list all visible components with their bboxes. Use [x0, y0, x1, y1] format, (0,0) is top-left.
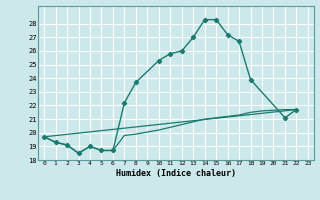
X-axis label: Humidex (Indice chaleur): Humidex (Indice chaleur)	[116, 169, 236, 178]
